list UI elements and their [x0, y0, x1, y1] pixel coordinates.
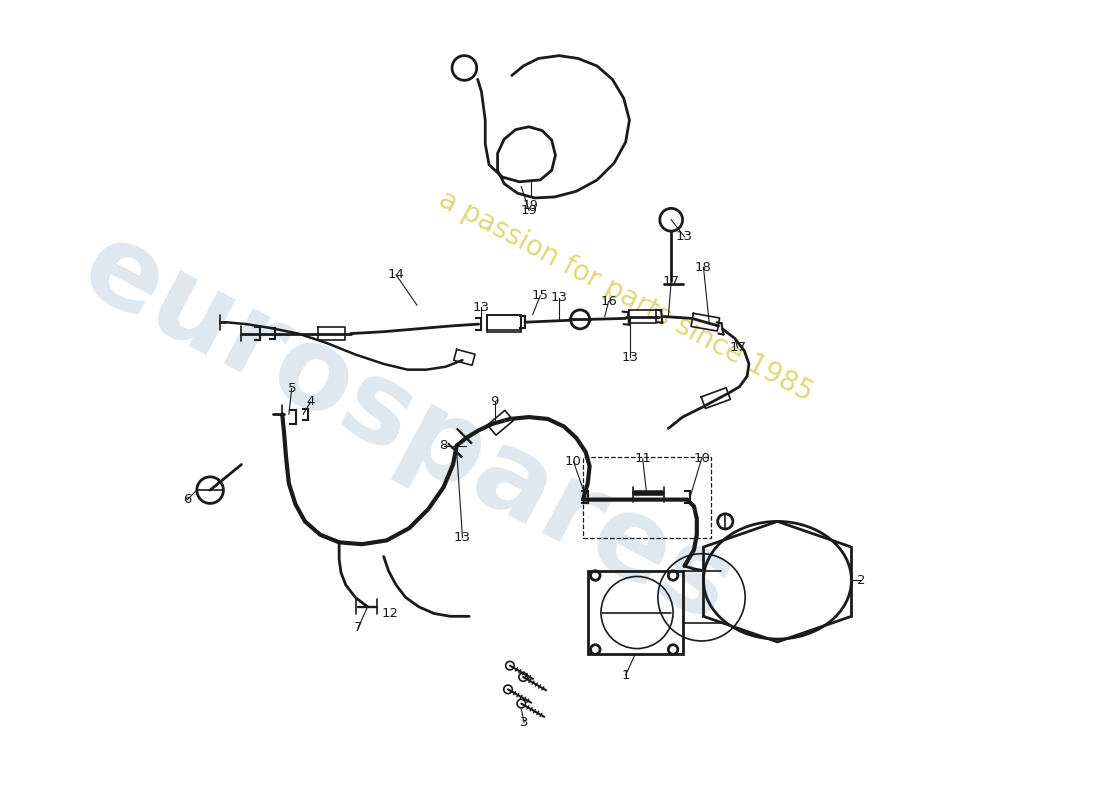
Text: 11: 11 — [635, 452, 651, 466]
Text: 5: 5 — [287, 382, 296, 395]
Text: 18: 18 — [695, 261, 712, 274]
Text: 17: 17 — [662, 275, 680, 288]
Bar — [587, 570, 683, 654]
Text: eurospares: eurospares — [64, 210, 751, 646]
Text: 8: 8 — [439, 439, 448, 452]
Text: 10: 10 — [565, 455, 582, 468]
Text: 12: 12 — [382, 607, 399, 620]
Text: 13: 13 — [621, 351, 639, 364]
Text: 6: 6 — [184, 493, 191, 506]
Text: 19: 19 — [522, 199, 539, 212]
Text: 13: 13 — [551, 291, 568, 304]
Text: a passion for parts since 1985: a passion for parts since 1985 — [433, 185, 817, 406]
Text: 13: 13 — [473, 301, 490, 314]
Text: 14: 14 — [387, 268, 405, 282]
Text: 10: 10 — [693, 452, 710, 466]
Text: 9: 9 — [491, 395, 499, 408]
Text: 13: 13 — [454, 531, 471, 544]
Bar — [487, 314, 521, 332]
Text: 1: 1 — [621, 669, 630, 682]
Text: 15: 15 — [531, 289, 549, 302]
Text: 17: 17 — [729, 342, 746, 354]
Text: 2: 2 — [857, 574, 866, 586]
Text: 16: 16 — [601, 295, 617, 308]
Text: 19: 19 — [520, 204, 537, 217]
Text: 4: 4 — [307, 395, 315, 408]
Text: 3: 3 — [520, 716, 528, 729]
Text: 13: 13 — [676, 230, 693, 243]
Bar — [583, 457, 711, 538]
Text: 7: 7 — [354, 621, 362, 634]
